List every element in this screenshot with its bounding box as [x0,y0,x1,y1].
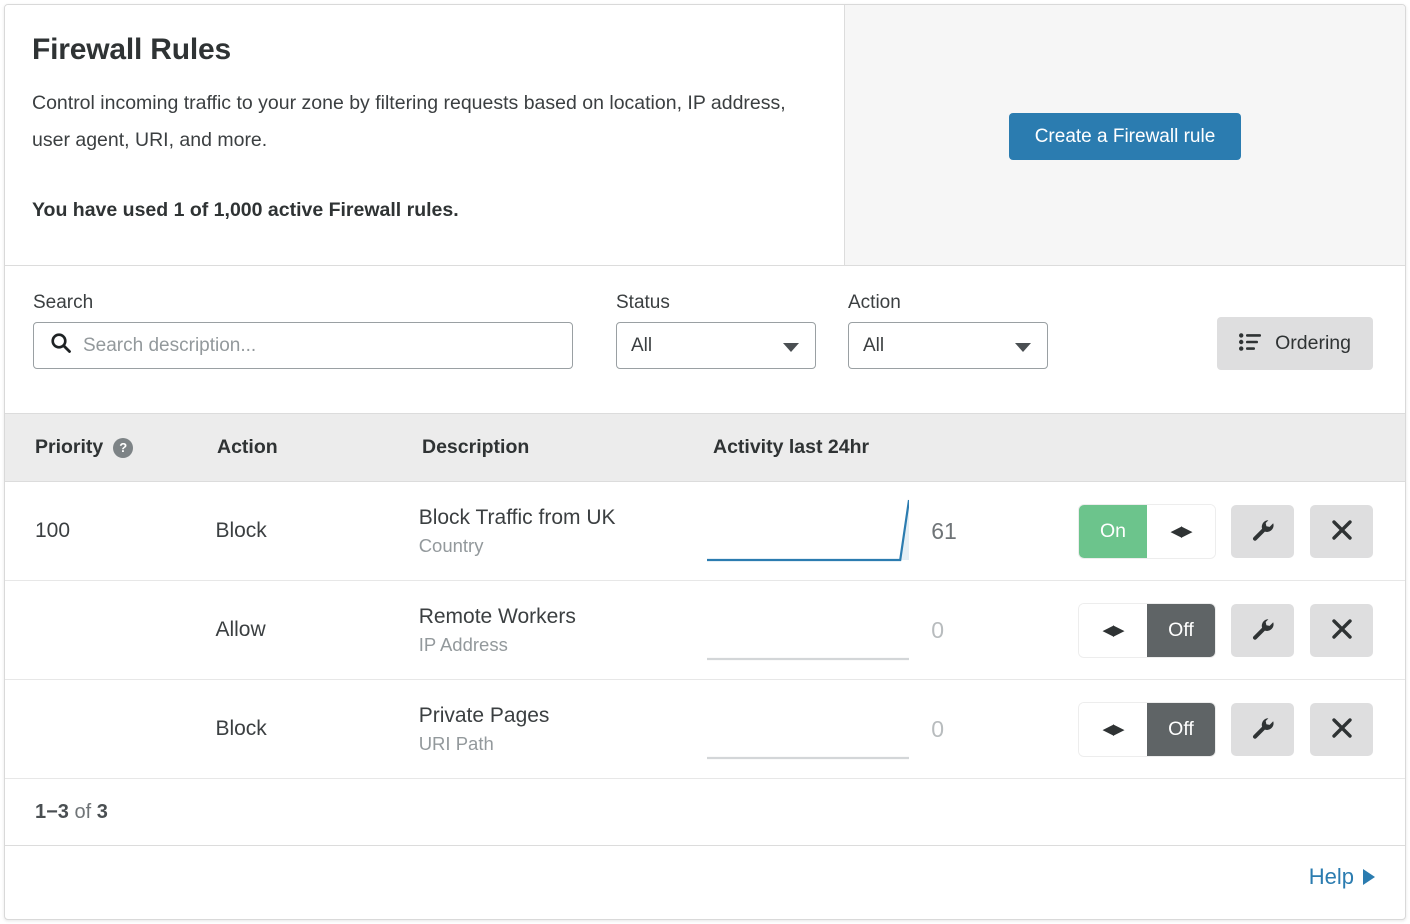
column-header-priority: Priority ? [35,436,217,459]
filter-bar: Search Status All [5,266,1405,414]
cell-activity: 0 [707,593,1079,667]
header-text-area: Firewall Rules Control incoming traffic … [5,5,844,265]
wrench-icon [1250,715,1276,744]
cell-description: Block Traffic from UK Country [419,505,708,558]
wrench-icon [1250,517,1276,546]
search-box[interactable] [33,322,573,369]
status-select[interactable]: All [616,322,816,369]
rule-description: Private Pages [418,703,550,727]
chevron-down-icon [1015,342,1031,352]
rule-description: Remote Workers [418,604,576,628]
action-field: Action All [848,292,1048,369]
search-icon [50,332,72,359]
column-header-description: Description [422,436,530,458]
header-action-area: Create a Firewall rule [844,5,1405,265]
edit-rule-button[interactable] [1231,504,1294,558]
help-link[interactable]: Help [1309,864,1375,890]
pagination-range: 1−3 [35,800,69,823]
activity-count: 61 [931,517,957,544]
close-icon [1330,617,1354,644]
rule-description: Block Traffic from UK [418,505,616,529]
usage-note: You have used 1 of 1,000 active Firewall… [32,199,459,221]
cell-priority: 100 [35,519,71,542]
rule-filter-type: Country [418,534,484,556]
table-row: Block Private Pages URI Path 0 ◀▶ Off [5,680,1405,779]
toggle-knob-icon: ◀▶ [1079,702,1147,756]
cell-description: Remote Workers IP Address [419,604,708,657]
table-row: 100 Block Block Traffic from UK Country 61 On… [5,482,1405,581]
cell-description: Private Pages URI Path [419,703,708,756]
table-body: 100 Block Block Traffic from UK Country 61 On… [5,482,1405,779]
chevron-down-icon [783,342,799,352]
activity-count: 0 [931,715,944,742]
rule-enable-toggle[interactable]: On ◀▶ [1079,504,1215,558]
wrench-icon [1250,616,1276,645]
column-header-activity: Activity last 24hr [713,436,870,458]
edit-rule-button[interactable] [1231,702,1294,756]
rule-filter-type: IP Address [418,633,508,655]
search-label: Search [33,292,94,313]
close-icon [1330,518,1354,545]
search-field: Search [33,292,573,369]
pagination-of: of [74,800,92,823]
action-label: Action [848,292,901,313]
toggle-state-label: On [1079,504,1147,558]
row-controls: ◀▶ Off [1079,603,1405,657]
delete-rule-button[interactable] [1310,702,1373,756]
help-link-label: Help [1308,864,1354,889]
edit-rule-button[interactable] [1231,603,1294,657]
status-label: Status [616,292,670,313]
cell-action: Allow [215,618,266,641]
action-select-value: All [863,334,885,356]
chevron-right-icon [1363,869,1375,885]
cell-action: Block [215,717,267,740]
activity-sparkline [707,593,910,667]
rule-enable-toggle[interactable]: ◀▶ Off [1079,702,1215,756]
activity-sparkline [707,692,910,766]
table-header-row: Priority ? Action Description Activity l… [5,414,1405,482]
search-input[interactable] [83,334,572,357]
toggle-state-label: Off [1147,702,1215,756]
status-select-value: All [631,334,653,356]
activity-sparkline [707,494,910,568]
page-header: Firewall Rules Control incoming traffic … [5,5,1405,266]
priority-help-icon[interactable]: ? [113,437,134,458]
row-controls: On ◀▶ [1079,504,1405,558]
help-bar: Help [5,846,1405,908]
delete-rule-button[interactable] [1310,603,1373,657]
toggle-knob-icon: ◀▶ [1147,504,1215,558]
status-field: Status All [616,292,816,369]
delete-rule-button[interactable] [1310,504,1373,558]
rule-filter-type: URI Path [418,732,494,754]
action-select[interactable]: All [848,322,1048,369]
ordering-button-label: Ordering [1275,332,1351,354]
cell-activity: 61 [707,494,1079,568]
page-description: Control incoming traffic to your zone by… [32,92,786,151]
column-header-priority-label: Priority [35,436,104,458]
pagination-summary: 1−3 of 3 [35,801,108,824]
activity-count: 0 [931,616,944,643]
page-title: Firewall Rules [32,33,231,66]
pagination-total: 3 [96,800,108,823]
create-firewall-rule-button[interactable]: Create a Firewall rule [1008,113,1242,160]
column-header-action: Action [217,436,278,458]
toggle-knob-icon: ◀▶ [1079,603,1147,657]
row-controls: ◀▶ Off [1079,702,1405,756]
toggle-state-label: Off [1147,603,1215,657]
pagination-bar: 1−3 of 3 [5,779,1405,846]
firewall-rules-card: Firewall Rules Control incoming traffic … [4,4,1406,920]
cell-activity: 0 [707,692,1079,766]
list-ordering-icon [1239,333,1262,354]
ordering-button[interactable]: Ordering [1217,317,1373,370]
rule-enable-toggle[interactable]: ◀▶ Off [1079,603,1215,657]
table-row: Allow Remote Workers IP Address 0 ◀▶ Off [5,581,1405,680]
close-icon [1330,716,1354,743]
cell-action: Block [215,519,267,542]
